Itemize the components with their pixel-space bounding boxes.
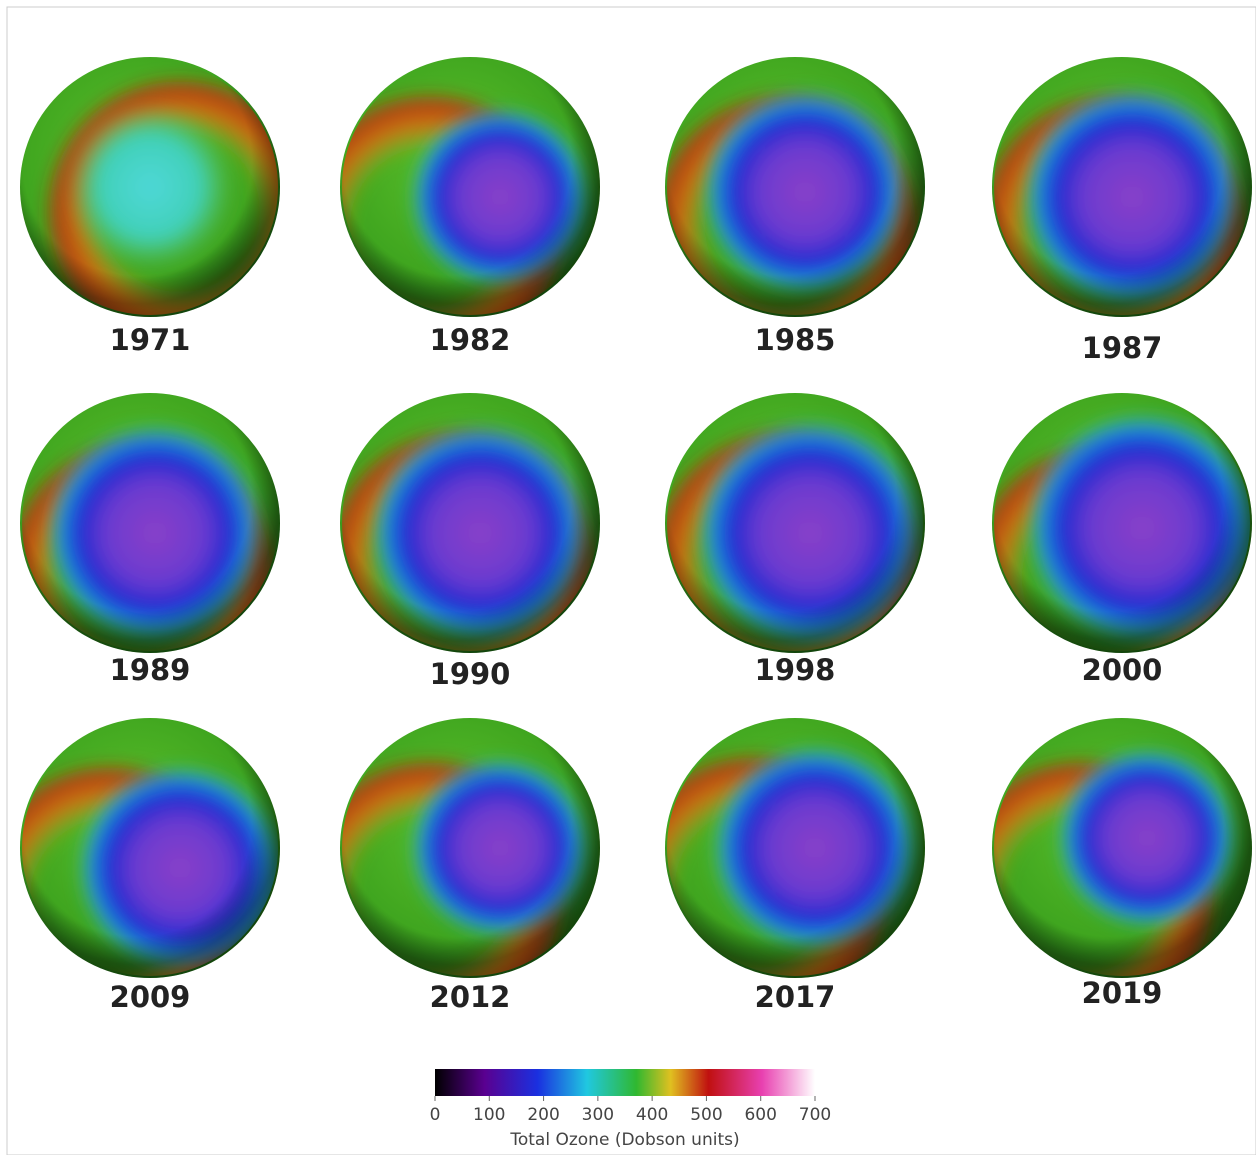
year-label: 2017 <box>755 980 836 1014</box>
colorbar-label: Total Ozone (Dobson units) <box>509 1130 739 1150</box>
frame <box>6 6 1256 1155</box>
globe-shade <box>340 57 600 317</box>
globe <box>340 718 600 978</box>
globe-shade <box>340 718 600 978</box>
tick-label: 600 <box>744 1105 776 1125</box>
year-label: 1998 <box>755 653 836 687</box>
globe <box>992 57 1252 317</box>
globe-shade <box>20 57 280 317</box>
year-label: 1971 <box>110 323 191 357</box>
globe <box>340 57 600 317</box>
tick-label: 200 <box>527 1105 559 1125</box>
globe <box>665 393 925 653</box>
globe-shade <box>992 718 1252 978</box>
globe-shade <box>992 393 1252 653</box>
year-label: 2000 <box>1082 653 1163 687</box>
globe <box>340 393 600 653</box>
globe-shade <box>665 393 925 653</box>
globe-shade <box>665 718 925 978</box>
globe <box>665 718 925 978</box>
globe-shade <box>992 57 1252 317</box>
globe <box>665 57 925 317</box>
tick-label: 0 <box>430 1105 441 1125</box>
tick-label: 700 <box>799 1105 831 1125</box>
globe <box>20 393 280 653</box>
tick-label: 100 <box>473 1105 505 1125</box>
year-label: 1987 <box>1082 331 1163 365</box>
globe-shade <box>20 393 280 653</box>
tick-label: 400 <box>636 1105 668 1125</box>
year-label: 2009 <box>110 980 191 1014</box>
colorbar <box>435 1069 815 1096</box>
globe-shade <box>340 393 600 653</box>
globe-shade <box>20 718 280 978</box>
year-label: 1982 <box>430 323 511 357</box>
globe-shade <box>665 57 925 317</box>
globe <box>20 718 280 978</box>
year-label: 1985 <box>755 323 836 357</box>
year-label: 1990 <box>430 657 511 691</box>
globe <box>20 57 280 317</box>
tick-label: 300 <box>582 1105 614 1125</box>
year-label: 1989 <box>110 653 191 687</box>
year-label: 2019 <box>1082 976 1163 1010</box>
year-label: 2012 <box>430 980 511 1014</box>
tick-label: 500 <box>690 1105 722 1125</box>
